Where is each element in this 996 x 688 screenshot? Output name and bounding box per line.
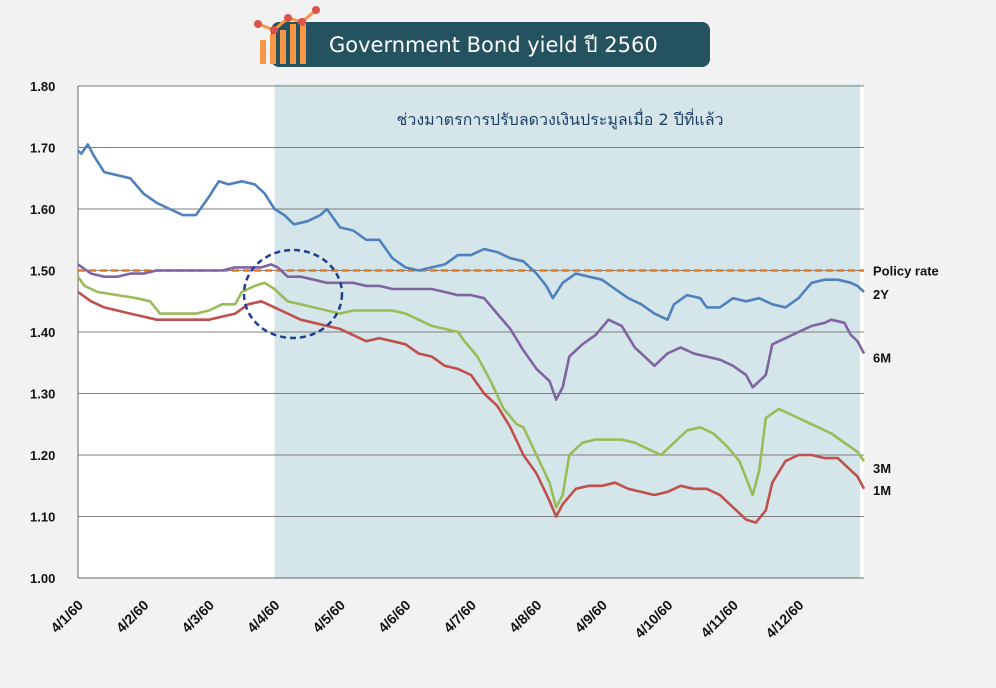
y-tick-label: 1.60	[30, 202, 55, 217]
bar-chart-icon	[254, 6, 320, 64]
y-tick-label: 1.20	[30, 448, 55, 463]
x-tick-label: 4/12/60	[762, 597, 806, 641]
x-tick-label: 4/9/60	[571, 597, 610, 636]
y-tick-label: 1.70	[30, 141, 55, 156]
x-tick-label: 4/4/60	[244, 597, 283, 636]
x-tick-label: 4/2/60	[113, 597, 152, 636]
series-label-3m: 3M	[873, 461, 891, 476]
series-line-2y	[77, 143, 865, 322]
highlight-label: ช่วงมาตรการปรับลดวงเงินประมูลเมื่อ 2 ปีท…	[396, 108, 723, 130]
y-tick-label: 1.50	[30, 264, 55, 279]
y-tick-label: 1.00	[30, 571, 55, 586]
x-tick-label: 4/8/60	[506, 597, 545, 636]
series-line-1m	[77, 290, 866, 524]
policy-rate-label: Policy rate	[873, 264, 939, 279]
series-line-3m	[76, 275, 866, 509]
series-labels: Policy rate 2Y 6M 3M 1M	[873, 264, 939, 498]
y-tick-label: 1.10	[30, 510, 55, 525]
series-lines	[76, 143, 866, 524]
title-badge	[271, 22, 710, 67]
series-label-6m: 6M	[873, 351, 891, 366]
x-tick-label: 4/3/60	[178, 597, 217, 636]
x-tick-label: 4/5/60	[309, 597, 348, 636]
x-tick-label: 4/6/60	[375, 597, 414, 636]
x-tick-label: 4/11/60	[697, 597, 741, 641]
y-tick-label: 1.80	[30, 79, 55, 94]
x-tick-label: 4/7/60	[440, 597, 479, 636]
chart-title: Government Bond yield ปี 2560	[329, 33, 658, 57]
y-tick-labels: 1.00 1.10 1.20 1.30 1.40 1.50 1.60 1.70 1.80	[30, 79, 55, 586]
y-tick-label: 1.30	[30, 387, 55, 402]
x-tick-labels: 4/1/60 4/2/60 4/3/60 4/4/60 4/5/60 4/6/60 4/7/…	[47, 597, 806, 642]
series-line-6m	[77, 263, 866, 401]
highlight-region	[274, 84, 860, 578]
x-tick-label: 4/10/60	[631, 597, 675, 641]
series-label-1m: 1M	[873, 483, 891, 498]
highlight-circle	[242, 248, 344, 340]
x-tick-label: 4/1/60	[47, 597, 86, 636]
series-label-2y: 2Y	[873, 287, 889, 302]
y-tick-label: 1.40	[30, 325, 55, 340]
